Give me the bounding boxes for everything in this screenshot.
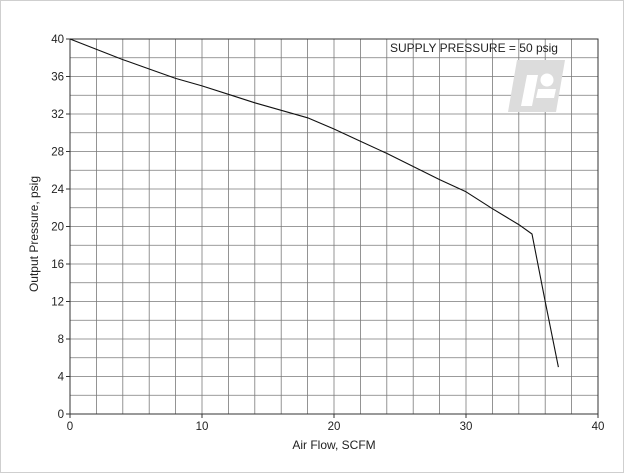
- y-tick-labels: 0 4 8 12 16 20 24 28 32 36 40: [51, 34, 64, 421]
- y-tick-label: 40: [51, 34, 64, 46]
- x-axis-title: Air Flow, SCFM: [292, 438, 375, 452]
- series-layer: [69, 38, 559, 368]
- y-tick-label: 0: [58, 409, 64, 421]
- x-tick-label: 10: [196, 421, 209, 433]
- y-tick-label: 20: [51, 222, 64, 234]
- x-tick-label: 0: [67, 421, 73, 433]
- y-tick-label: 4: [58, 372, 65, 384]
- x-tick-label: 20: [328, 421, 341, 433]
- x-tick-label: 40: [592, 421, 605, 433]
- y-tick-label: 12: [51, 297, 64, 309]
- y-tick-label: 24: [51, 184, 64, 196]
- y-tick-label: 28: [51, 147, 64, 159]
- supply-pressure-annotation: SUPPLY PRESSURE = 50 psig: [390, 41, 558, 55]
- plot-border: [66, 38, 599, 418]
- y-axis-title: Output Pressure, psig: [27, 176, 41, 292]
- series-line: [69, 38, 559, 368]
- y-tick-label: 8: [58, 334, 64, 346]
- company-logo-watermark-icon: [508, 60, 565, 112]
- y-tick-label: 32: [51, 109, 64, 121]
- y-tick-label: 16: [51, 259, 64, 271]
- x-tick-label: 30: [460, 421, 473, 433]
- x-tick-labels: 0 10 20 30 40: [67, 421, 605, 433]
- y-tick-label: 36: [51, 72, 64, 84]
